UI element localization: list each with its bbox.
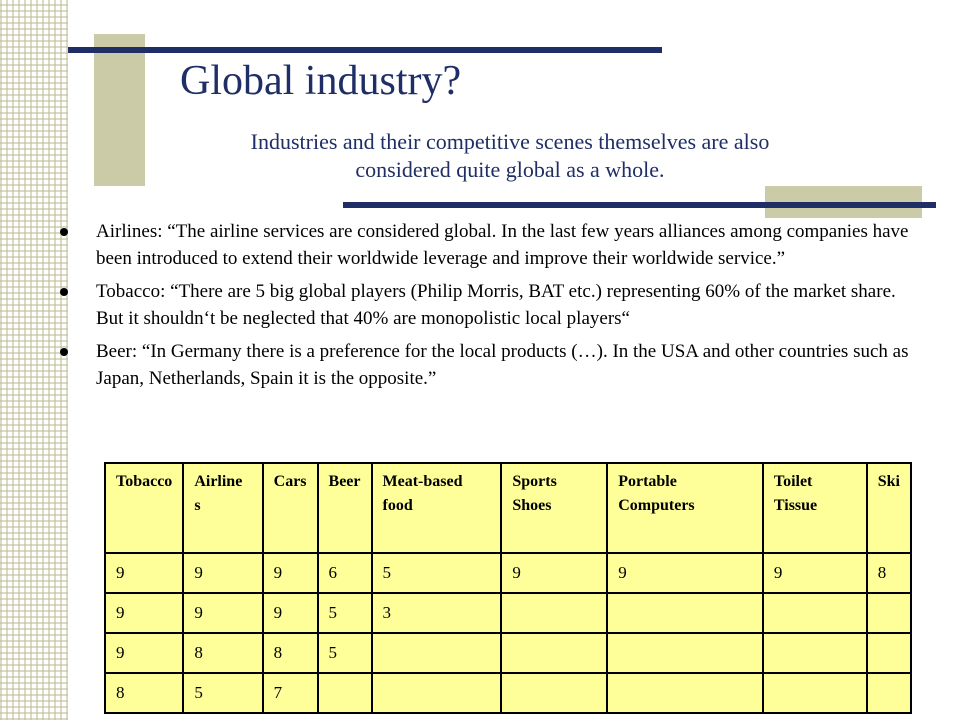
table-cell <box>606 672 764 714</box>
table-cell: 5 <box>316 592 373 634</box>
table-cell: 9 <box>261 552 319 594</box>
bullet-item-airlines: Airlines: “The airline services are cons… <box>60 218 910 272</box>
table-cell: 9 <box>606 552 764 594</box>
table-cell: 9 <box>500 552 609 594</box>
table-cell: 9 <box>103 632 185 674</box>
bullet-item-tobacco: Tobacco: “There are 5 big global players… <box>60 278 910 332</box>
table-row: 9 9 9 5 3 <box>103 592 913 634</box>
subtitle-line-1: Industries and their competitive scenes … <box>250 129 770 154</box>
table-cell <box>370 672 503 714</box>
table-cell: 9 <box>182 592 264 634</box>
bullet-icon <box>60 228 68 236</box>
table-header-row: Tobacco Airline s Cars Beer Meat-based f… <box>103 462 913 554</box>
table-cell: 6 <box>316 552 373 594</box>
table-cell: 5 <box>370 552 503 594</box>
table-cell <box>761 632 868 674</box>
globalization-table: Tobacco Airline s Cars Beer Meat-based f… <box>103 462 913 714</box>
table-cell: 5 <box>316 632 373 674</box>
decorative-bar-right <box>343 202 936 208</box>
decorative-bar-top <box>68 47 662 53</box>
slide-title: Global industry? <box>180 58 462 104</box>
table-cell <box>865 592 913 634</box>
bullet-text: Beer: “In Germany there is a preference … <box>96 341 909 389</box>
table-header-cell: Meat-based food <box>370 462 503 554</box>
table-row: 9 8 8 5 <box>103 632 913 674</box>
slide-subtitle: Industries and their competitive scenes … <box>180 128 840 184</box>
table-cell: 7 <box>261 672 319 714</box>
table-cell <box>865 632 913 674</box>
table-cell: 9 <box>261 592 319 634</box>
table-cell <box>761 672 868 714</box>
subtitle-line-2: considered quite global as a whole. <box>355 157 665 182</box>
table-header-cell: Portable Computers <box>606 462 764 554</box>
table-row: 9 9 9 6 5 9 9 9 8 <box>103 552 913 594</box>
table-header-cell: Sports Shoes <box>500 462 609 554</box>
bullet-icon <box>60 288 68 296</box>
table-cell <box>370 632 503 674</box>
table-cell <box>500 592 609 634</box>
bullet-text: Tobacco: “There are 5 big global players… <box>96 281 896 329</box>
table-cell: 8 <box>865 552 913 594</box>
table-cell: 9 <box>103 592 185 634</box>
table-cell <box>500 672 609 714</box>
table-cell: 3 <box>370 592 503 634</box>
table-cell: 9 <box>761 552 868 594</box>
table-cell <box>316 672 373 714</box>
table-cell <box>761 592 868 634</box>
table-row: 8 5 7 <box>103 672 913 714</box>
table-cell: 8 <box>103 672 185 714</box>
table-header-cell: Cars <box>261 462 319 554</box>
table-cell: 5 <box>182 672 264 714</box>
table-cell: 8 <box>182 632 264 674</box>
table-header-cell: Tobacco <box>103 462 185 554</box>
bullet-text: Airlines: “The airline services are cons… <box>96 221 909 269</box>
decorative-checker-strip <box>0 0 68 720</box>
table-header-cell: Beer <box>316 462 373 554</box>
table-header-cell: Toilet Tissue <box>761 462 868 554</box>
table-cell <box>606 592 764 634</box>
table-header-cell: Airline s <box>182 462 264 554</box>
table-cell: 9 <box>182 552 264 594</box>
table-cell: 9 <box>103 552 185 594</box>
table-cell <box>865 672 913 714</box>
table-cell <box>500 632 609 674</box>
bullet-icon <box>60 348 68 356</box>
bullet-item-beer: Beer: “In Germany there is a preference … <box>60 338 910 392</box>
bullet-list: Airlines: “The airline services are cons… <box>60 218 910 398</box>
table-header-cell: Ski <box>865 462 913 554</box>
table-cell <box>606 632 764 674</box>
table-cell: 8 <box>261 632 319 674</box>
decorative-block-top <box>94 34 145 186</box>
